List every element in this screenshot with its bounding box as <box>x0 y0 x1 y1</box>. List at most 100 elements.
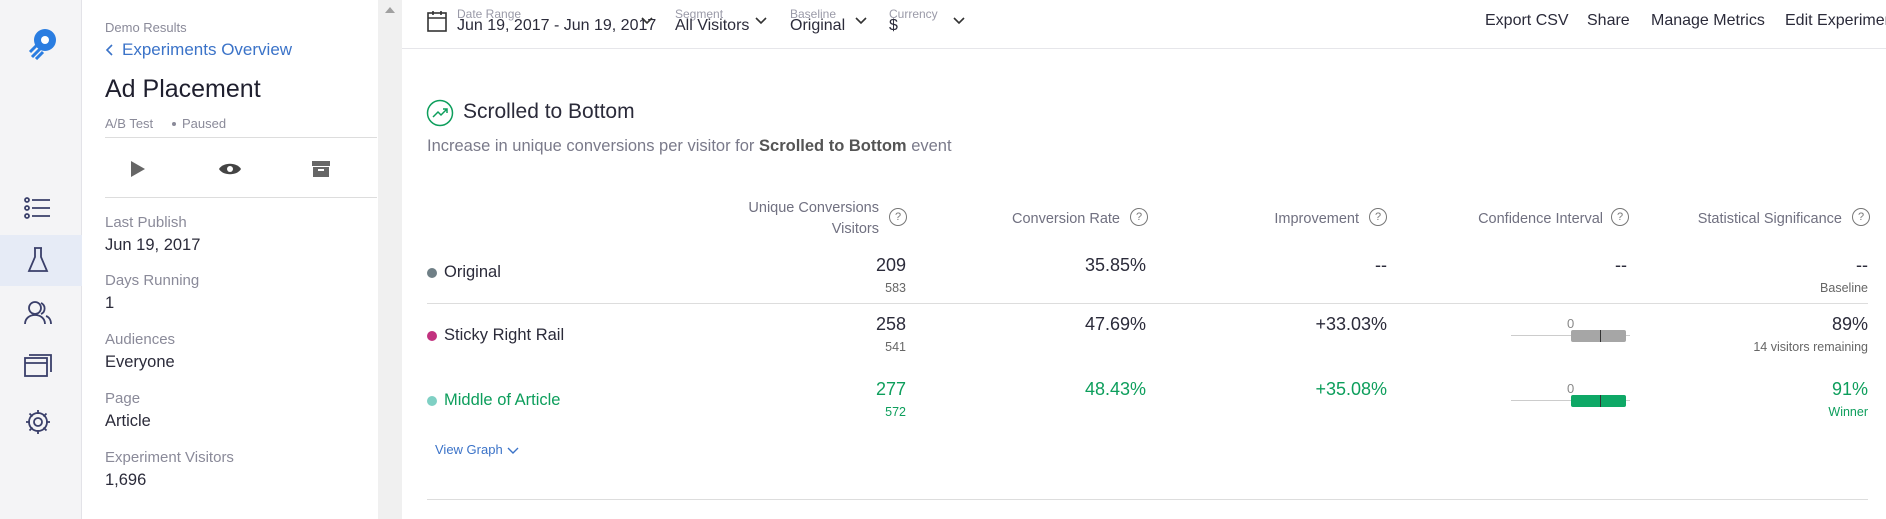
back-chevron[interactable] <box>105 43 115 57</box>
variation-name: Middle of Article <box>444 391 561 409</box>
help-icon[interactable]: ? <box>1369 208 1387 226</box>
confidence-interval: -- <box>1615 255 1627 275</box>
metric-icon <box>426 99 454 127</box>
help-icon[interactable]: ? <box>1852 208 1870 226</box>
filter-label: Baseline <box>790 7 837 21</box>
divider <box>105 137 377 138</box>
divider <box>105 197 377 198</box>
column-header: Statistical Significance <box>1697 211 1842 227</box>
detail-value: Jun 19, 2017 <box>105 236 201 254</box>
conversions: 209 <box>875 255 906 275</box>
logo[interactable] <box>26 26 60 60</box>
description-prefix: Increase in unique conversions per visit… <box>427 137 755 155</box>
improvement: +35.08% <box>1315 379 1387 399</box>
nav-pages-icon[interactable] <box>24 354 52 378</box>
filter-value[interactable]: Jun 19, 2017 - Jun 19, 2017 <box>457 17 657 34</box>
column-header: Conversion Rate <box>1012 211 1120 227</box>
section-divider <box>427 499 1868 500</box>
significance: 91% <box>1831 379 1868 399</box>
interval-median <box>1600 395 1601 407</box>
detail-label: Page <box>105 390 141 407</box>
description-bold: Scrolled to Bottom <box>759 137 907 155</box>
detail-label: Days Running <box>105 272 200 289</box>
back-link[interactable]: Experiments Overview <box>122 40 293 59</box>
toolbar-action[interactable]: Edit Experimen <box>1785 12 1886 29</box>
scroll-up[interactable] <box>385 6 395 14</box>
column-header: Improvement <box>1274 211 1359 227</box>
interval-median <box>1600 330 1601 342</box>
conversion-rate: 48.43% <box>1084 379 1146 399</box>
interval-bar <box>1571 395 1626 407</box>
improvement: -- <box>1375 255 1387 275</box>
nav-flask-icon[interactable] <box>26 246 50 274</box>
nav-active <box>0 235 82 286</box>
detail-value: 1 <box>105 294 115 312</box>
conversions: 277 <box>875 379 906 399</box>
detail-value: Everyone <box>105 353 175 371</box>
filter-chevron[interactable] <box>854 16 868 26</box>
filter-chevron[interactable] <box>640 16 654 26</box>
archive-button[interactable] <box>311 160 331 178</box>
metric-title: Scrolled to Bottom <box>463 100 635 123</box>
conversion-rate: 47.69% <box>1084 314 1146 334</box>
demo-label: Demo Results <box>105 20 187 35</box>
nav-audience-icon[interactable] <box>24 300 52 326</box>
toolbar: Date Range Jun 19, 2017 - Jun 19, 2017 Seg… <box>402 0 1886 49</box>
help-icon[interactable]: ? <box>889 208 907 226</box>
interval-axis <box>1511 400 1630 401</box>
help-icon[interactable]: ? <box>1130 208 1148 226</box>
toolbar-action[interactable]: Share <box>1587 12 1630 29</box>
play-button[interactable] <box>130 160 146 178</box>
metric-description: Increase in unique conversions per visit… <box>427 137 952 156</box>
nav-rail <box>0 0 82 519</box>
improvement: +33.03% <box>1315 314 1387 334</box>
column-header: Confidence Interval <box>1478 211 1603 227</box>
interval-zero: 0 <box>1567 316 1575 331</box>
filter-label: Segment <box>675 7 724 21</box>
nav-settings-icon[interactable] <box>24 408 52 436</box>
visitors: 572 <box>885 405 906 419</box>
sidebar: Demo Results Experiments Overview Ad Pla… <box>82 0 378 519</box>
view-graph-chevron[interactable] <box>507 446 519 456</box>
significance-note: Winner <box>1828 405 1868 419</box>
conversions: 258 <box>875 314 906 334</box>
visitors: 583 <box>885 281 906 295</box>
interval-axis <box>1511 335 1630 336</box>
row-dot <box>427 268 437 278</box>
filter-chevron[interactable] <box>952 16 966 26</box>
interval-bar <box>1571 330 1626 342</box>
filter-label: Date Range <box>457 7 522 21</box>
filter-chevron[interactable] <box>754 16 768 26</box>
toolbar-action[interactable]: Manage Metrics <box>1651 12 1765 29</box>
scrollbar <box>378 0 402 519</box>
conversion-rate: 35.85% <box>1084 255 1146 275</box>
row-divider <box>427 303 1868 304</box>
filter-value[interactable]: $ <box>889 17 898 34</box>
help-icon[interactable]: ? <box>1611 208 1629 226</box>
toolbar-action[interactable]: Export CSV <box>1485 12 1569 29</box>
description-suffix: event <box>911 137 952 155</box>
view-graph-link[interactable]: View Graph <box>435 442 503 457</box>
significance-note: 14 visitors remaining <box>1753 340 1868 354</box>
filter-value[interactable]: Original <box>790 17 846 34</box>
detail-value: 1,696 <box>105 471 147 489</box>
variation-name: Sticky Right Rail <box>444 326 565 344</box>
detail-label: Last Publish <box>105 214 187 231</box>
preview-button[interactable] <box>218 161 242 177</box>
significance-note: Baseline <box>1820 281 1868 295</box>
experiment-title: Ad Placement <box>105 75 261 103</box>
interval-zero: 0 <box>1567 381 1575 396</box>
column-header: Unique Conversions <box>748 200 879 216</box>
calendar-icon <box>427 11 447 32</box>
experiment-status: Paused <box>182 116 227 131</box>
filter-label: Currency <box>889 7 938 21</box>
visitors: 541 <box>885 340 906 354</box>
filter-value[interactable]: All Visitors <box>675 17 750 34</box>
row-dot <box>427 331 437 341</box>
nav-list-icon[interactable] <box>24 196 52 220</box>
detail-label: Audiences <box>105 331 176 348</box>
significance: 89% <box>1831 314 1868 334</box>
detail-value: Article <box>105 412 151 430</box>
significance: -- <box>1856 255 1868 275</box>
